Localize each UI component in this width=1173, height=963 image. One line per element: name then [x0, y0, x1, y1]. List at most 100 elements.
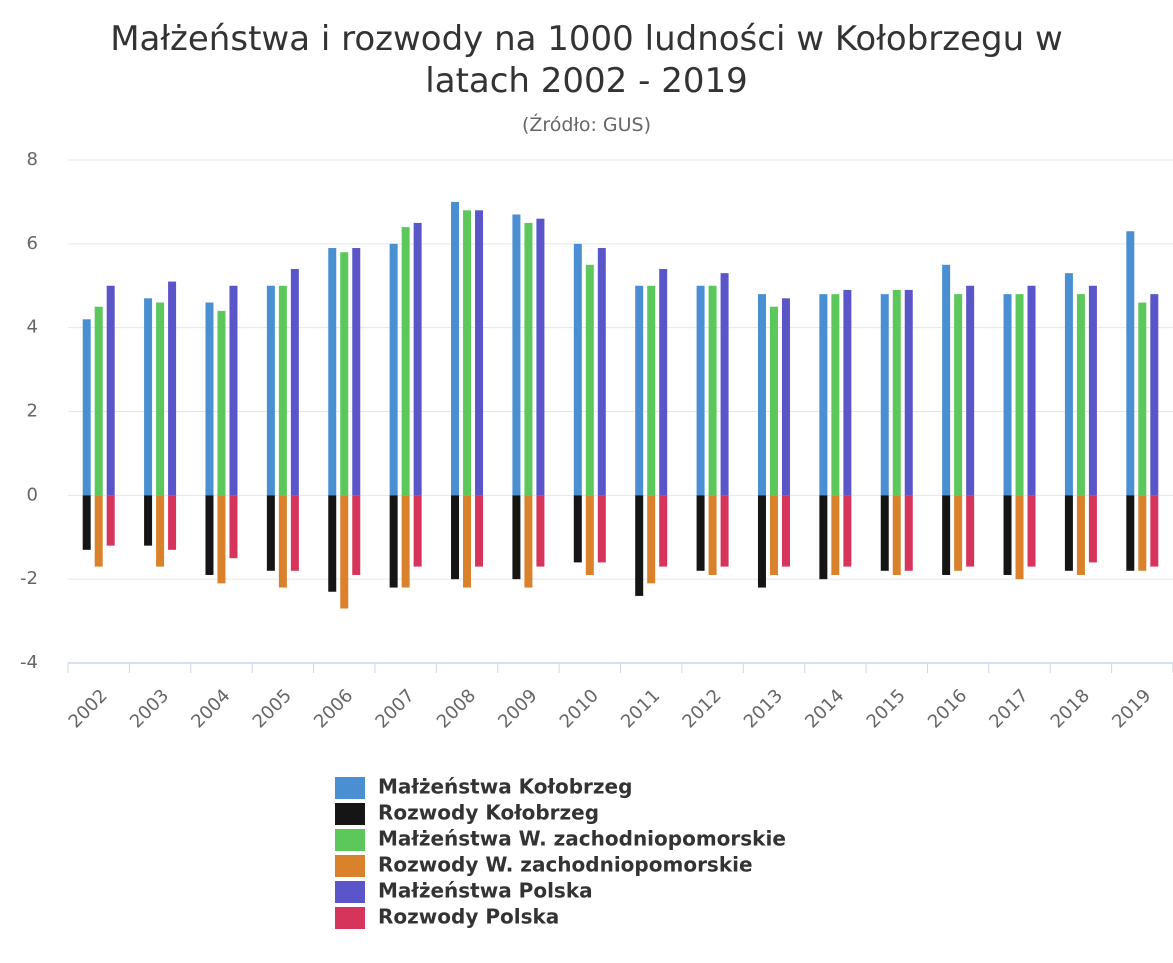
chart-title: Małżeństwa i rozwody na 1000 ludności w … — [110, 19, 1063, 101]
bar — [647, 285, 656, 496]
x-tick-label: 2013 — [740, 685, 787, 732]
bar — [1088, 285, 1097, 496]
bar — [720, 273, 729, 496]
bar — [512, 495, 521, 580]
bar — [389, 495, 398, 588]
bar — [266, 285, 275, 496]
x-tick-label: 2008 — [433, 685, 480, 732]
bar — [451, 201, 460, 496]
bar — [1150, 294, 1159, 496]
bar — [278, 495, 287, 588]
bar — [340, 252, 349, 496]
legend-swatch — [335, 881, 365, 903]
bar — [843, 495, 852, 567]
x-tick-label: 2010 — [556, 685, 603, 732]
bar — [659, 268, 668, 496]
x-tick-label: 2002 — [65, 685, 112, 732]
bar — [904, 495, 913, 571]
bar — [585, 264, 594, 496]
bar — [389, 243, 398, 496]
bar — [819, 294, 828, 496]
bar — [966, 495, 975, 567]
y-tick-label: -4 — [20, 652, 38, 673]
bar — [769, 306, 778, 496]
bar — [635, 495, 644, 596]
bar — [954, 294, 963, 496]
bar — [413, 495, 422, 567]
bar — [1015, 294, 1024, 496]
bar — [106, 285, 115, 496]
bar — [597, 248, 606, 496]
legend-swatch — [335, 803, 365, 825]
bar — [880, 294, 889, 496]
bar — [708, 285, 717, 496]
x-tick-label: 2006 — [310, 685, 357, 732]
x-tick-label: 2004 — [187, 685, 234, 732]
x-tick-label: 2017 — [985, 685, 1032, 732]
bar — [217, 495, 226, 584]
legend-swatch — [335, 777, 365, 799]
bar — [352, 248, 361, 496]
bar — [290, 268, 299, 496]
bar — [1076, 495, 1085, 575]
bar — [463, 210, 472, 496]
bar — [904, 289, 913, 496]
bar — [290, 495, 299, 571]
chart-subtitle: (Źródło: GUS) — [521, 114, 652, 136]
y-tick-label: 2 — [27, 401, 38, 422]
bar — [757, 294, 766, 496]
legend-label: Małżeństwa Polska — [378, 879, 593, 903]
bar — [1088, 495, 1097, 563]
legend-label: Małżeństwa Kołobrzeg — [378, 775, 632, 799]
bar — [1126, 231, 1135, 496]
bar — [942, 495, 951, 575]
bar — [720, 495, 729, 567]
x-tick-label: 2019 — [1108, 685, 1155, 732]
bar — [781, 298, 790, 496]
bar — [106, 495, 115, 546]
bar — [880, 495, 889, 571]
bar — [340, 495, 349, 609]
x-tick-label: 2003 — [126, 685, 173, 732]
bar — [892, 289, 901, 496]
bar — [708, 495, 717, 575]
bar — [463, 495, 472, 588]
x-tick-label: 2007 — [371, 685, 418, 732]
bar — [524, 495, 533, 588]
bar — [536, 495, 545, 567]
bar — [1003, 294, 1012, 496]
legend-label: Małżeństwa W. zachodniopomorskie — [378, 827, 786, 851]
bar — [144, 495, 153, 546]
bar — [1138, 302, 1147, 496]
legend-label: Rozwody W. zachodniopomorskie — [378, 853, 753, 877]
bar — [1027, 285, 1036, 496]
bar — [205, 302, 214, 496]
bar — [597, 495, 606, 563]
bar — [1003, 495, 1012, 575]
y-tick-label: 6 — [27, 233, 38, 254]
y-tick-label: -2 — [20, 568, 38, 589]
bar — [82, 319, 91, 496]
bar — [659, 495, 668, 567]
bar — [168, 495, 177, 550]
y-tick-label: 4 — [27, 317, 38, 338]
bar — [475, 495, 484, 567]
bar — [94, 495, 103, 567]
bar — [1076, 294, 1085, 496]
bar — [451, 495, 460, 580]
bar — [536, 218, 545, 496]
bar — [696, 495, 705, 571]
bar — [1027, 495, 1036, 567]
bar — [1150, 495, 1159, 567]
bar — [585, 495, 594, 575]
legend-swatch — [335, 907, 365, 929]
bar — [352, 495, 361, 575]
bar — [635, 285, 644, 496]
x-tick-label: 2011 — [617, 685, 664, 732]
bar — [328, 495, 337, 592]
bar — [1015, 495, 1024, 580]
bar — [954, 495, 963, 571]
bar — [266, 495, 275, 571]
bar — [401, 495, 410, 588]
